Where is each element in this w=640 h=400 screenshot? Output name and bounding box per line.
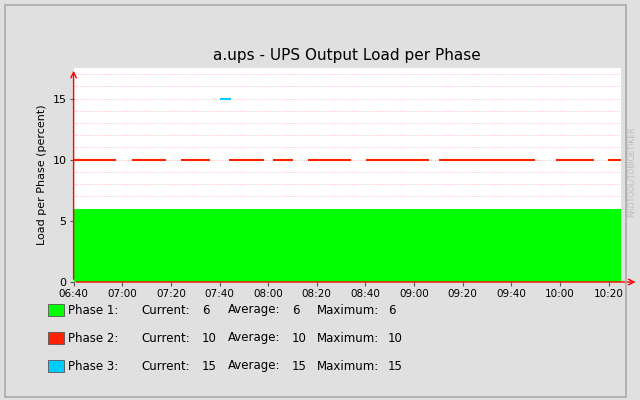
Text: Average:: Average:	[228, 332, 280, 344]
Text: 10: 10	[292, 332, 307, 344]
Text: Maximum:: Maximum:	[317, 332, 380, 344]
Text: 15: 15	[292, 360, 307, 372]
Text: 15: 15	[388, 360, 403, 372]
Text: Current:: Current:	[141, 304, 190, 316]
Text: RRDTOOL/TOBIOETIKER: RRDTOOL/TOBIOETIKER	[627, 127, 636, 217]
Text: Current:: Current:	[141, 360, 190, 372]
Text: 15: 15	[202, 360, 217, 372]
Text: Average:: Average:	[228, 304, 280, 316]
Text: Current:: Current:	[141, 332, 190, 344]
Y-axis label: Load per Phase (percent): Load per Phase (percent)	[37, 105, 47, 245]
Text: Phase 1:: Phase 1:	[68, 304, 118, 316]
Text: Phase 2:: Phase 2:	[68, 332, 118, 344]
Text: 10: 10	[388, 332, 403, 344]
Text: 10: 10	[202, 332, 217, 344]
Text: Average:: Average:	[228, 360, 280, 372]
Text: Phase 3:: Phase 3:	[68, 360, 118, 372]
Text: 6: 6	[292, 304, 300, 316]
Text: 6: 6	[202, 304, 210, 316]
Text: 6: 6	[388, 304, 396, 316]
Text: Maximum:: Maximum:	[317, 304, 380, 316]
Text: Maximum:: Maximum:	[317, 360, 380, 372]
Title: a.ups - UPS Output Load per Phase: a.ups - UPS Output Load per Phase	[213, 48, 481, 63]
